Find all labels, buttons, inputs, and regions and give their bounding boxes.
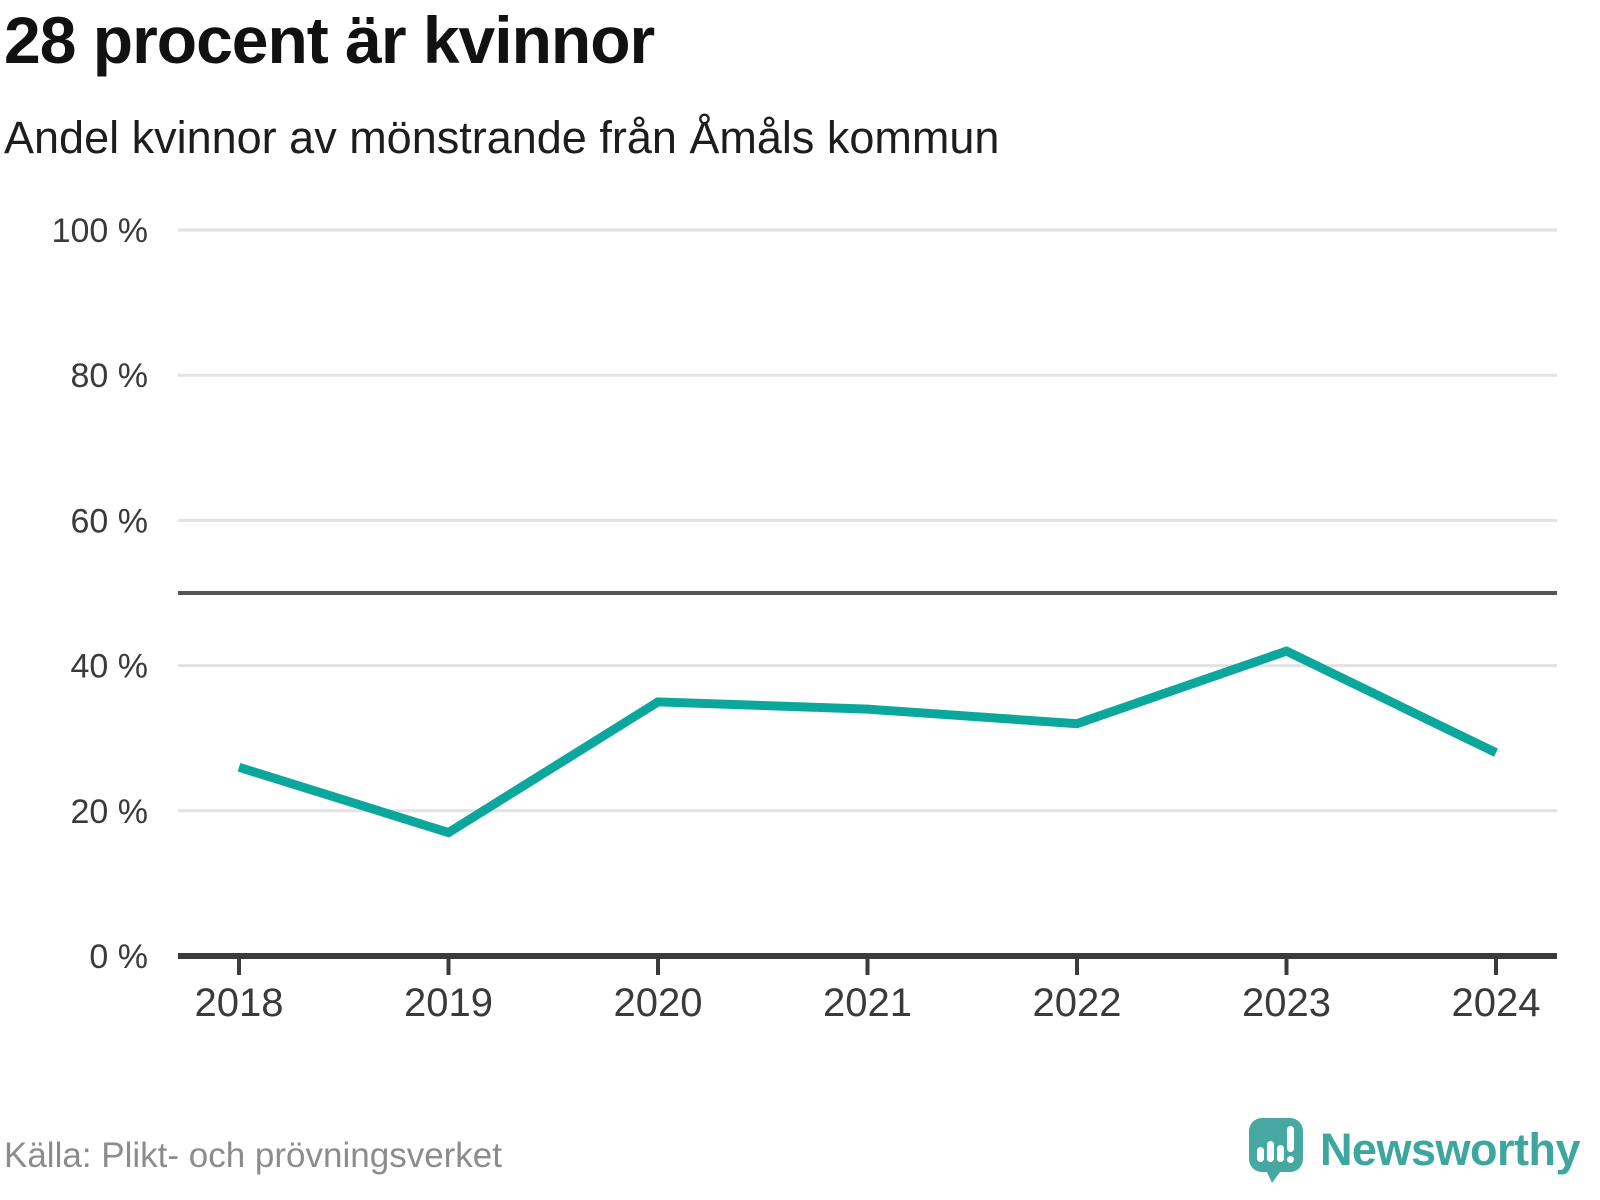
- x-axis-tick-label: 2024: [1452, 981, 1541, 1025]
- source-note: Källa: Plikt- och prövningsverket: [4, 1136, 502, 1175]
- newsworthy-wordmark: Newsworthy: [1319, 1124, 1581, 1175]
- x-axis-tick-label: 2022: [1033, 981, 1122, 1025]
- chart-speech-bubble-icon: [1248, 1118, 1303, 1183]
- chart-subtitle: Andel kvinnor av mönstrande från Åmåls k…: [4, 112, 1000, 163]
- y-axis-tick-label: 0 %: [89, 938, 148, 976]
- newsworthy-logo: Newsworthy: [1248, 1116, 1581, 1184]
- y-axis-tick-label: 100 %: [52, 212, 148, 250]
- chart-title: 28 procent är kvinnor: [4, 3, 655, 77]
- x-axis-tick-label: 2018: [195, 981, 284, 1025]
- y-axis-tick-label: 80 %: [71, 357, 149, 395]
- y-axis-tick-label: 60 %: [71, 502, 149, 540]
- y-axis-tick-label: 20 %: [71, 793, 149, 831]
- y-axis-tick-label: 40 %: [71, 648, 149, 686]
- data-line: [237, 646, 1498, 838]
- x-axis-tick-label: 2021: [823, 981, 912, 1025]
- x-axis-tick-label: 2020: [614, 981, 703, 1025]
- x-axis-tick-label: 2023: [1242, 981, 1331, 1025]
- x-axis-tick-label: 2019: [404, 981, 493, 1025]
